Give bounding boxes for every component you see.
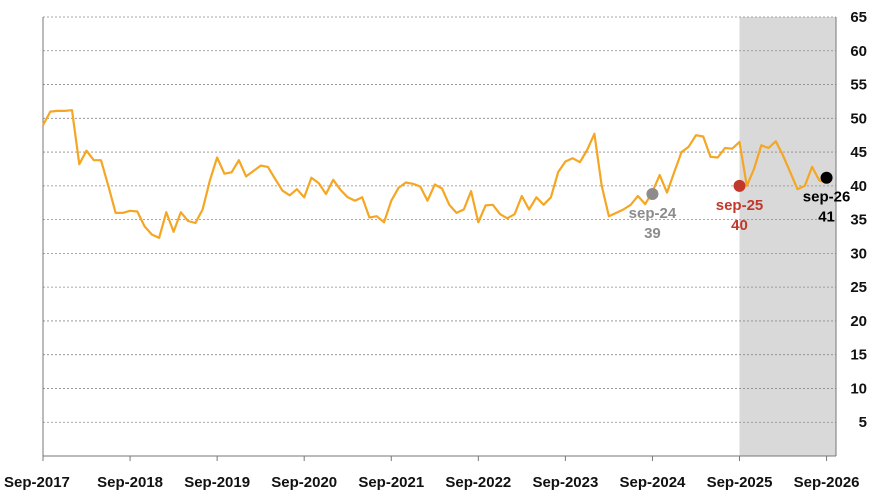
x-axis-tick-labels: Sep-2017 Sep-2018 Sep-2019 Sep-2020 Sep-2021…: [4, 456, 860, 491]
x-tick-label-2: Sep-2019: [184, 474, 250, 491]
annotation-label-sep-24: sep-24: [629, 205, 677, 222]
x-tick-label-1: Sep-2018: [97, 474, 163, 491]
x-tick-label-9: Sep-2026: [794, 474, 860, 491]
annotation-label-sep-26: sep-26: [803, 189, 851, 206]
annotation-label-sep-25: sep-25: [716, 197, 764, 214]
y-tick-label-45: 45: [850, 144, 867, 161]
series-line-0: [42, 109, 827, 239]
x-tick-label-0: Sep-2017: [4, 474, 70, 491]
annotation-value-sep-25: 40: [731, 217, 748, 234]
y-tick-label-5: 5: [859, 414, 867, 431]
y-tick-label-50: 50: [850, 110, 867, 127]
x-tick-label-6: Sep-2023: [532, 474, 598, 491]
y-tick-label-60: 60: [850, 43, 867, 60]
y-tick-label-35: 35: [850, 212, 867, 229]
y-tick-label-20: 20: [850, 313, 867, 330]
x-tick-label-5: Sep-2022: [445, 474, 511, 491]
axes: [42, 17, 837, 457]
x-tick-label-3: Sep-2020: [271, 474, 337, 491]
y-tick-label-30: 30: [850, 245, 867, 262]
y-tick-label-25: 25: [850, 279, 867, 296]
y-axis-tick-labels: 5 10 15 20 25 30 35 40 45 50 55 60 65: [850, 9, 867, 431]
forecast-shaded-region: [739, 17, 836, 456]
y-tick-label-40: 40: [850, 178, 867, 195]
annotation-marker-sep-26: [820, 171, 833, 184]
y-tick-label-55: 55: [850, 77, 867, 94]
annotations: sep-24 39 sep-25 40 sep-26 41: [629, 171, 851, 242]
y-tick-label-65: 65: [850, 9, 867, 26]
data-series: [42, 109, 827, 239]
x-tick-label-4: Sep-2021: [358, 474, 424, 491]
forecast-shade-rect: [739, 17, 836, 456]
y-tick-label-10: 10: [850, 380, 867, 397]
annotation-value-sep-26: 41: [818, 209, 835, 226]
annotation-marker-sep-24: [646, 187, 659, 200]
x-tick-label-7: Sep-2024: [620, 474, 687, 491]
x-tick-label-8: Sep-2025: [707, 474, 773, 491]
gridlines: [43, 16, 836, 423]
annotation-marker-sep-25: [733, 179, 746, 192]
y-tick-label-15: 15: [850, 347, 867, 364]
annotation-value-sep-24: 39: [644, 225, 661, 242]
